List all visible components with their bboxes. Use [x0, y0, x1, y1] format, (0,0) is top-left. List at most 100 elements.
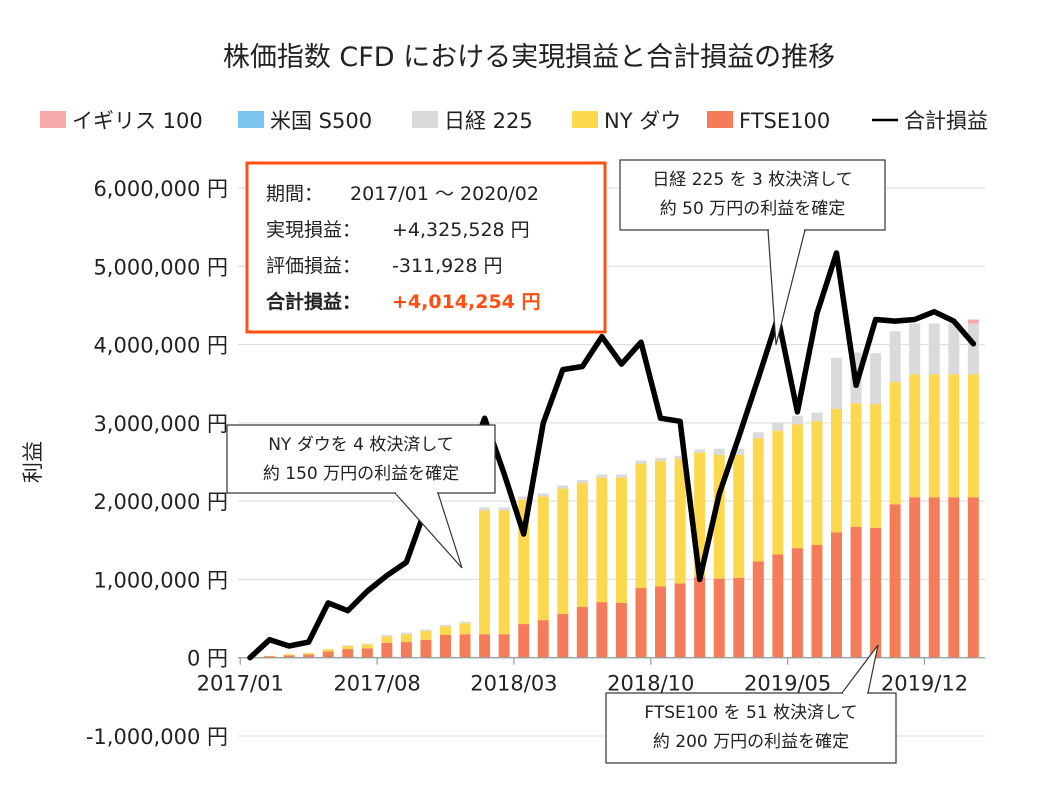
- bar-日経-225-2018/06: [576, 480, 588, 484]
- annotation-text: NY ダウを 4 枚決済して: [268, 435, 454, 455]
- legend-label-NY ダウ: NY ダウ: [604, 109, 681, 133]
- bar-NY-ダウ-2018/02: [498, 510, 510, 635]
- bar-NY-ダウ-2018/03: [518, 499, 530, 625]
- bar-NY-ダウ-2018/04: [537, 496, 549, 621]
- legend-label-イギリス 100: イギリス 100: [72, 109, 203, 133]
- legend-label-合計損益: 合計損益: [904, 109, 988, 133]
- bar-NY-ダウ-2019/11: [909, 374, 921, 498]
- bar-NY-ダウ-2017/06: [342, 645, 354, 650]
- bar-日経-225-2019/11: [909, 323, 921, 375]
- legend-swatch-日経 225: [412, 111, 438, 128]
- bar-日経-225-2018/04: [537, 493, 549, 497]
- bar-NY-ダウ-2018/01: [479, 510, 491, 635]
- summary-realized-value: +4,325,528 円: [392, 219, 530, 241]
- bar-FTSE100-2018/03: [518, 624, 530, 658]
- bar-FTSE100-2019/06: [811, 544, 823, 658]
- bar-日経-225-2017/06: [342, 645, 354, 646]
- bar-NY-ダウ-2018/06: [576, 483, 588, 607]
- bar-NY-ダウ-2017/08: [381, 636, 393, 643]
- bar-日経-225-2019/10: [889, 331, 901, 383]
- y-axis-label: 利益: [21, 441, 45, 483]
- bar-NY-ダウ-2019/01: [713, 454, 725, 579]
- x-tick-label: 2017/08: [333, 672, 420, 696]
- bar-日経-225-2019/12: [928, 323, 940, 375]
- bar-日経-225-2017/07: [361, 643, 373, 645]
- bars: [264, 319, 979, 658]
- bar-FTSE100-2017/02: [264, 656, 276, 658]
- bar-日経-225-2017/08: [381, 635, 393, 637]
- bar-FTSE100-2017/10: [420, 639, 432, 658]
- bar-NY-ダウ-2020/02: [967, 374, 979, 498]
- bar-NY-ダウ-2018/11: [674, 458, 686, 584]
- bar-日経-225-2017/12: [459, 621, 471, 624]
- callout-pointer: [393, 492, 463, 569]
- bar-FTSE100-2018/07: [596, 602, 608, 658]
- x-tick-label: 2019/05: [744, 672, 831, 696]
- summary-box-frame: [245, 161, 607, 334]
- legend-label-米国 S500: 米国 S500: [270, 109, 372, 133]
- bar-日経-225-2019/09: [870, 353, 882, 405]
- bar-日経-225-2018/09: [635, 460, 647, 464]
- bar-FTSE100-2017/03: [283, 655, 295, 658]
- bar-FTSE100-2019/08: [850, 526, 862, 658]
- bar-FTSE100-2018/01: [479, 634, 491, 658]
- legend-swatch-イギリス 100: [40, 111, 66, 128]
- bar-NY-ダウ-2019/12: [928, 374, 940, 498]
- bar-NY-ダウ-2018/12: [694, 452, 706, 578]
- summary-realized-label: 実現損益：: [266, 219, 361, 241]
- callout-box: [619, 159, 886, 231]
- bar-日経-225-2019/01: [713, 448, 725, 455]
- bar-FTSE100-2017/04: [303, 654, 315, 658]
- bar-NY-ダウ-2017/05: [322, 649, 334, 652]
- bar-日経-225-2018/10: [655, 458, 667, 462]
- annotation-text: 約 150 万円の利益を確定: [263, 464, 459, 484]
- bar-NY-ダウ-2019/03: [752, 438, 764, 562]
- bar-NY-ダウ-2018/05: [557, 488, 569, 614]
- summary-unrealized-label: 評価損益：: [266, 255, 361, 277]
- bar-FTSE100-2019/03: [752, 561, 764, 658]
- bar-NY-ダウ-2017/04: [303, 653, 315, 655]
- bar-日経-225-2020/01: [948, 323, 960, 375]
- bar-NY-ダウ-2020/01: [948, 374, 960, 498]
- bar-日経-225-2018/05: [557, 485, 569, 489]
- bar-FTSE100-2018/06: [576, 606, 588, 658]
- bar-イギリス-100-2020/02: [967, 319, 979, 324]
- y-tick-label: 6,000,000 円: [93, 177, 228, 201]
- bar-FTSE100-2018/10: [655, 586, 667, 658]
- summary-box: 期間： 2017/01 ～ 2020/02 実現損益： +4,325,528 円…: [245, 161, 607, 334]
- legend-label-日経 225: 日経 225: [444, 109, 533, 133]
- bar-日経-225-2017/11: [440, 624, 451, 627]
- bar-FTSE100-2017/12: [459, 634, 471, 658]
- y-tick-label: 5,000,000 円: [93, 255, 228, 279]
- bar-FTSE100-2017/05: [322, 651, 334, 658]
- bar-NY-ダウ-2018/10: [655, 461, 667, 587]
- bar-NY-ダウ-2019/05: [791, 424, 803, 549]
- bar-NY-ダウ-2019/10: [889, 382, 901, 505]
- bar-日経-225-2018/07: [596, 474, 608, 478]
- bar-NY-ダウ-2017/12: [459, 623, 471, 635]
- bar-日経-225-2017/09: [400, 632, 412, 635]
- bar-FTSE100-2017/07: [361, 648, 373, 658]
- bar-FTSE100-2019/04: [772, 554, 784, 658]
- bar-NY-ダウ-2019/07: [831, 408, 842, 533]
- bar-FTSE100-2020/01: [948, 497, 960, 658]
- bar-NY-ダウ-2017/02: [264, 655, 276, 657]
- bar-日経-225-2020/02: [967, 323, 979, 375]
- bar-FTSE100-2018/02: [498, 634, 510, 658]
- bar-FTSE100-2019/09: [870, 527, 882, 658]
- bar-日経-225-2017/10: [420, 629, 432, 632]
- bar-日経-225-2018/12: [694, 449, 706, 453]
- bar-FTSE100-2017/08: [381, 642, 393, 658]
- bar-FTSE100-2018/12: [694, 577, 706, 658]
- bar-NY-ダウ-2019/08: [850, 403, 862, 527]
- bar-FTSE100-2020/02: [967, 497, 979, 658]
- bar-NY-ダウ-2017/03: [283, 654, 295, 656]
- bar-日経-225-2018/01: [479, 507, 491, 511]
- bar-日経-225-2019/05: [791, 415, 803, 425]
- bar-日経-225-2018/11: [674, 455, 686, 459]
- bar-FTSE100-2019/02: [733, 577, 745, 658]
- bar-NY-ダウ-2017/07: [361, 644, 373, 649]
- annotation-text: FTSE100 を 51 枚決済して: [644, 703, 857, 723]
- bar-FTSE100-2018/08: [615, 602, 627, 658]
